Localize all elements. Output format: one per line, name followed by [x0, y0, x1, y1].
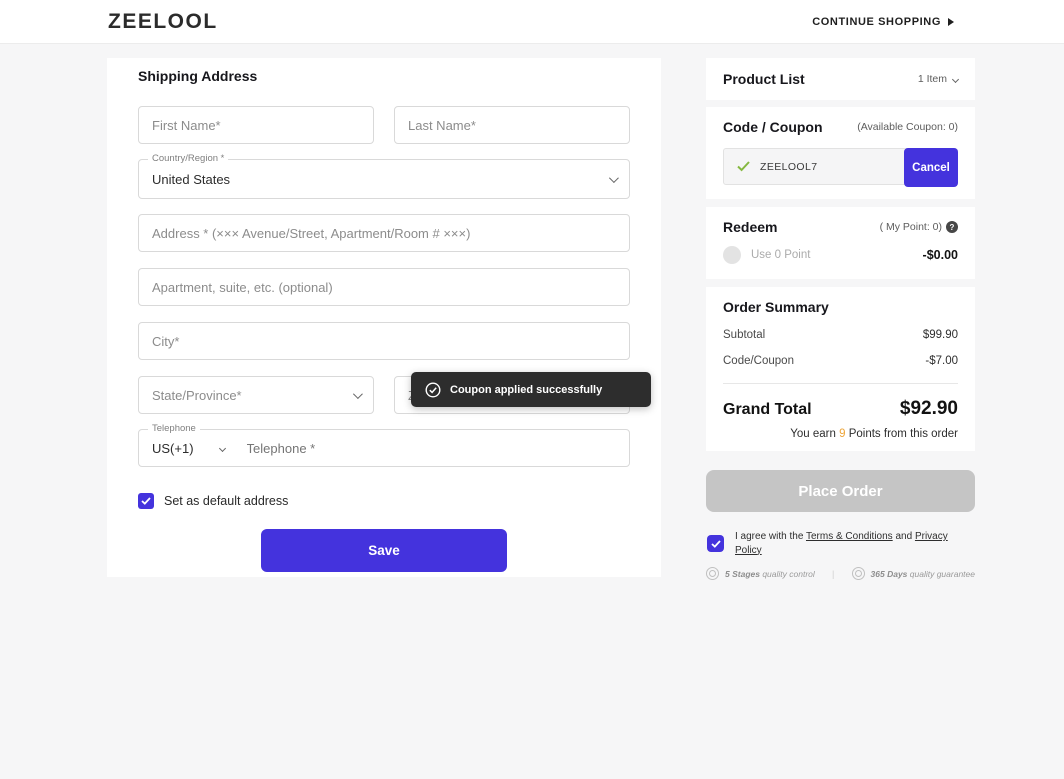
redeem-amount: -$0.00 [922, 248, 958, 262]
coupon-title: Code / Coupon [723, 119, 823, 135]
agreement-text: I agree with the Terms & Conditions and … [735, 530, 975, 557]
country-label: Country/Region * [148, 153, 229, 164]
telephone-input[interactable] [246, 440, 616, 456]
state-select[interactable]: State/Province* [138, 376, 374, 414]
agreement-prefix: I agree with the [735, 531, 806, 542]
last-name-input[interactable] [394, 106, 630, 144]
item-count-label: 1 Item [917, 73, 947, 85]
subtotal-label: Subtotal [723, 329, 766, 341]
state-placeholder: State/Province* [152, 387, 242, 403]
order-summary-title: Order Summary [723, 299, 829, 315]
toast-message: Coupon applied successfully [450, 383, 603, 396]
chevron-down-icon [218, 444, 226, 452]
cancel-coupon-button[interactable]: Cancel [904, 148, 958, 187]
agreement-and: and [892, 531, 915, 542]
quality-badge-stages: 5 Stages quality control [706, 567, 815, 580]
info-icon[interactable]: ? [946, 221, 958, 233]
coupon-input-group: ZEELOOL7 Cancel [723, 148, 958, 187]
coupon-row-value: -$7.00 [925, 355, 958, 367]
agreement-row: I agree with the Terms & Conditions and … [707, 530, 975, 557]
redeem-card: Redeem ( My Point: 0) ? Use 0 Point -$0.… [706, 207, 975, 279]
coupon-row-label: Code/Coupon [723, 355, 794, 367]
radio-disabled-icon[interactable] [723, 246, 741, 264]
badge-rest-text: quality control [759, 568, 815, 579]
earn-points-number: 9 [839, 428, 846, 440]
summary-row-coupon: Code/Coupon -$7.00 [723, 355, 958, 367]
agree-checkbox-checked-icon[interactable] [707, 535, 724, 552]
save-button[interactable]: Save [261, 529, 507, 572]
grand-total-value: $92.90 [899, 398, 958, 419]
available-coupon-label: (Available Coupon: 0) [857, 121, 958, 133]
success-check-icon [425, 381, 441, 398]
telephone-label: Telephone [148, 423, 200, 434]
coupon-code-value: ZEELOOL7 [760, 160, 818, 173]
quality-seal-icon [706, 567, 719, 580]
earn-points-note: You earn 9 Points from this order [723, 428, 958, 440]
order-summary-card: Order Summary Subtotal $99.90 Code/Coupo… [706, 287, 975, 451]
redeem-title: Redeem [723, 219, 778, 235]
phone-country-value: US(+1) [152, 440, 194, 456]
earn-suffix: Points from this order [845, 428, 958, 440]
quality-badge-days: 365 Days quality guarantee [851, 567, 975, 580]
badge-rest-text: quality guarantee [907, 568, 975, 579]
chevron-down-icon [951, 75, 960, 83]
summary-divider [723, 383, 958, 384]
summary-row-subtotal: Subtotal $99.90 [723, 329, 958, 341]
subtotal-value: $99.90 [922, 329, 958, 341]
coupon-card: Code / Coupon (Available Coupon: 0) ZEEL… [706, 107, 975, 199]
country-select[interactable]: Country/Region * United States [138, 153, 630, 199]
shipping-address-title: Shipping Address [138, 68, 258, 84]
city-input[interactable] [138, 322, 630, 360]
continue-shopping-label: CONTINUE SHOPPING [812, 15, 941, 28]
arrow-right-icon [948, 17, 954, 26]
default-address-checkbox-row[interactable]: Set as default address [138, 493, 630, 509]
coupon-toast: Coupon applied successfully [411, 372, 651, 407]
telephone-field: Telephone US(+1) [138, 423, 630, 467]
default-address-label: Set as default address [164, 494, 289, 508]
checkbox-checked-icon[interactable] [138, 493, 154, 509]
badge-separator: | [831, 568, 835, 579]
top-bar: ZEELOOL CONTINUE SHOPPING [0, 0, 1064, 44]
zeelool-logo: ZEELOOL [108, 9, 218, 33]
coupon-valid-check-icon [737, 161, 750, 172]
country-value: United States [152, 171, 231, 187]
privacy-link[interactable]: Privacy Policy [735, 531, 948, 556]
badge-bold-text: 5 Stages [725, 568, 760, 579]
quality-seal-icon [851, 567, 865, 580]
chevron-down-icon [352, 388, 363, 399]
place-order-button[interactable]: Place Order [706, 470, 975, 512]
use-point-toggle[interactable]: Use 0 Point [723, 246, 810, 264]
use-point-label: Use 0 Point [751, 249, 811, 261]
badge-bold-text: 365 Days [870, 568, 908, 579]
address-input[interactable] [138, 214, 630, 252]
grand-total-row: Grand Total $92.90 [723, 398, 958, 420]
phone-country-select[interactable]: US(+1) [152, 440, 226, 456]
product-list-toggle[interactable]: 1 Item [917, 73, 960, 85]
my-point-label: ( My Point: 0) [879, 221, 942, 233]
continue-shopping-link[interactable]: CONTINUE SHOPPING [812, 16, 954, 28]
product-list-title: Product List [723, 71, 805, 87]
shipping-address-card: Shipping Address Country/Region * United… [107, 58, 661, 577]
terms-link[interactable]: Terms & Conditions [805, 531, 893, 542]
earn-prefix: You earn [790, 428, 840, 440]
first-name-input[interactable] [138, 106, 374, 144]
grand-total-label: Grand Total [723, 401, 812, 418]
product-list-card: Product List 1 Item [706, 58, 975, 100]
chevron-down-icon [608, 172, 619, 183]
quality-badges: 5 Stages quality control | 365 Days qual… [706, 567, 975, 580]
apartment-input[interactable] [138, 268, 630, 306]
